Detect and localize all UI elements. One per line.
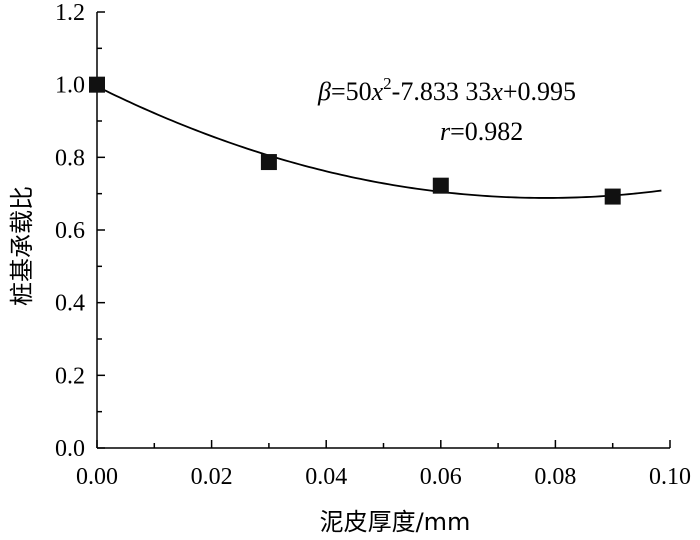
fit-equation: β=50x2-7.833 33x+0.995 — [317, 74, 576, 106]
x-tick-label: 0.04 — [305, 464, 347, 490]
y-tick-label: 0.8 — [55, 145, 85, 171]
equation-part1: =50 — [331, 77, 372, 106]
data-point — [432, 177, 449, 194]
y-tick-label: 0.0 — [55, 436, 85, 462]
x-tick-label: 0.10 — [649, 464, 691, 490]
data-point — [260, 154, 277, 171]
x-tick-label: 0.00 — [76, 464, 118, 490]
y-tick-label: 0.2 — [55, 363, 85, 389]
y-tick-label: 0.6 — [55, 218, 85, 244]
equation-beta: β — [317, 77, 331, 106]
y-axis-title: 桩基承载比 — [8, 186, 36, 306]
equation-part3: +0.995 — [503, 77, 576, 106]
correlation-r: r — [440, 117, 451, 146]
y-tick-label: 1.0 — [55, 73, 85, 99]
x-tick-label: 0.02 — [191, 464, 233, 490]
equation-x2: x — [490, 77, 503, 106]
equation-superscript: 2 — [383, 74, 392, 93]
ticks — [96, 11, 671, 449]
tick-labels: 0.00 0.02 0.04 0.06 0.08 0.10 0.0 0.2 0.4 0.6 0.8 1… — [55, 0, 691, 490]
correlation-annotation: r=0.982 — [440, 117, 523, 146]
correlation-value: =0.982 — [450, 117, 523, 146]
x-tick-label: 0.08 — [534, 464, 576, 490]
y-tick-label: 1.2 — [55, 0, 85, 26]
data-point — [89, 76, 105, 93]
equation-part2: -7.833 33 — [392, 77, 492, 106]
y-tick-label: 0.4 — [55, 291, 85, 317]
x-tick-label: 0.06 — [420, 464, 462, 490]
equation-x1: x — [371, 77, 384, 106]
data-points — [89, 76, 621, 205]
x-axis-title: 泥皮厚度/mm — [320, 508, 471, 536]
fit-curve — [96, 85, 662, 199]
data-point — [604, 188, 621, 205]
